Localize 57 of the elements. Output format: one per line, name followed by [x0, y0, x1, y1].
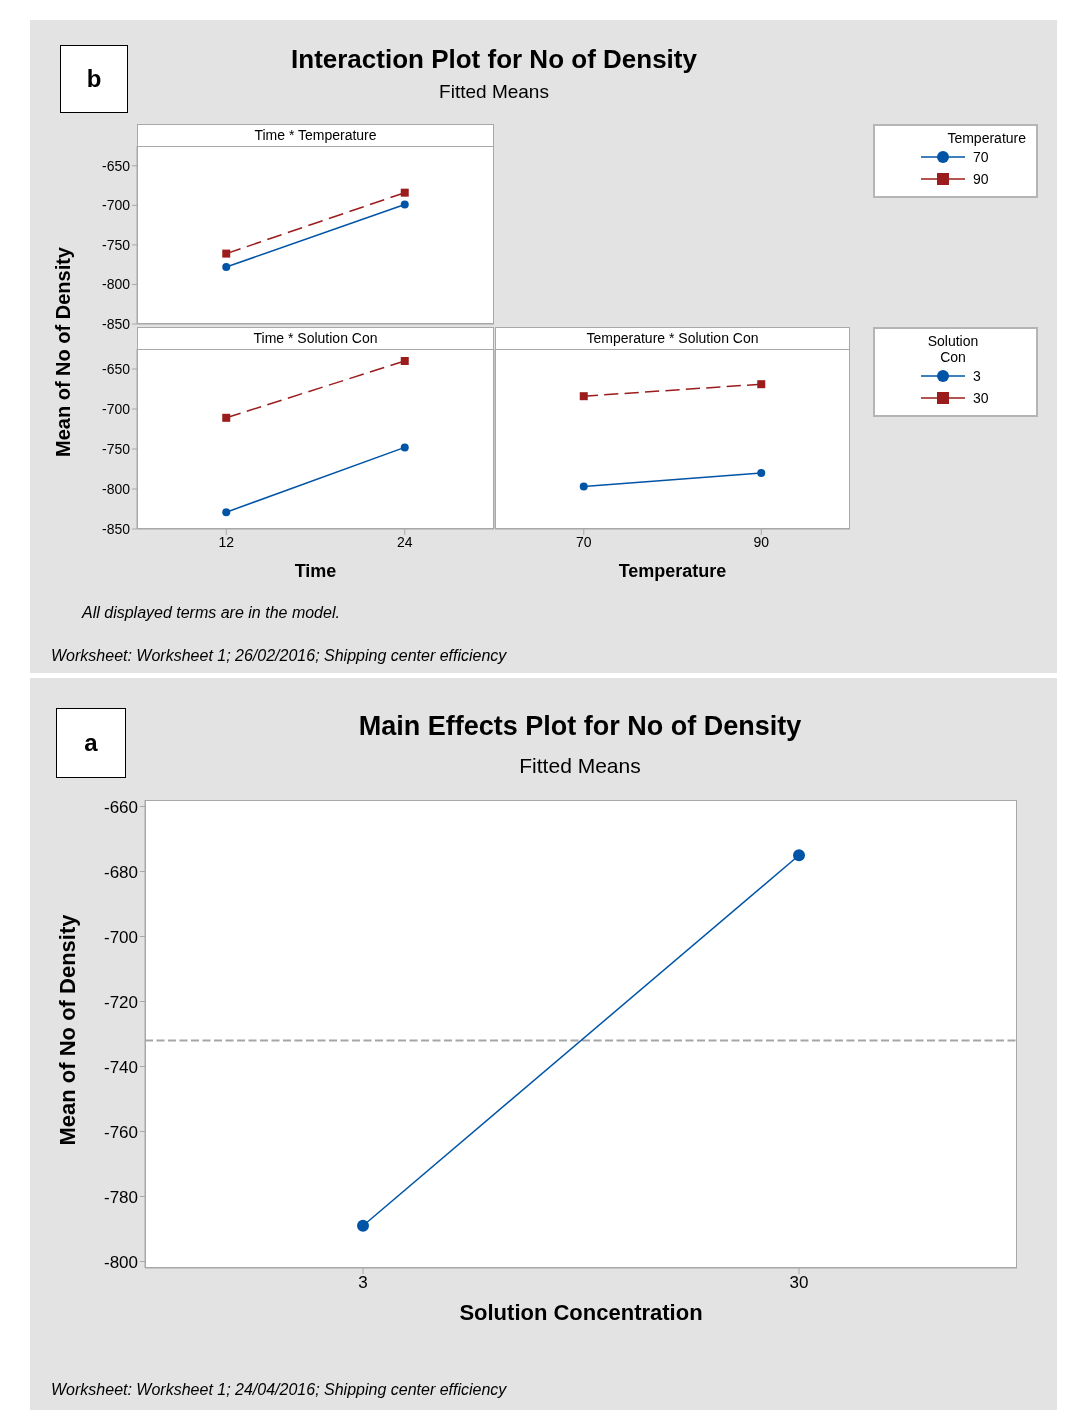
legend-label: 90 [973, 171, 989, 187]
point [222, 508, 231, 517]
chart-title: Main Effects Plot for No of Density [357, 711, 803, 742]
text: Worksheet: Worksheet 1; 24/04/2016; Shipping center efficiency [51, 1381, 507, 1399]
y-tick-label: -800 [103, 1252, 138, 1272]
y-tick-label: -800 [101, 480, 131, 497]
point [579, 392, 588, 401]
point [400, 443, 409, 452]
chart-title: Time * Temperature [137, 124, 494, 147]
x-axis-title: Solution Concentration [458, 1300, 704, 1326]
legend-label: 30 [973, 390, 989, 406]
text: a [56, 708, 126, 778]
y-tick-label: -660 [103, 797, 138, 817]
legend-title: Solution Con [926, 333, 980, 365]
chart-title: Time * Solution Con [137, 327, 494, 350]
point [757, 469, 766, 477]
y-tick-label: -700 [103, 927, 138, 947]
chart-title: Temperature * Solution Con [495, 327, 850, 350]
x-tick-label: 70 [575, 533, 592, 550]
y-tick-label: -680 [103, 862, 138, 882]
x-tick-label: 12 [218, 533, 235, 550]
point [400, 357, 409, 365]
x-axis-title: Time [293, 561, 338, 582]
y-axis-title: Mean of No of Density [54, 913, 81, 1148]
y-tick-label: -750 [101, 440, 131, 457]
y-tick-label: -720 [103, 992, 138, 1012]
point [757, 380, 766, 389]
y-tick-label: -700 [101, 197, 131, 214]
x-axis-title: Temperature [617, 561, 728, 582]
y-tick-label: -760 [103, 1122, 138, 1142]
chart-subtitle: Fitted Means [518, 754, 642, 778]
text: b [60, 45, 128, 113]
y-tick-label: -700 [101, 400, 131, 417]
point [222, 263, 231, 272]
y-tick-label: -750 [101, 236, 131, 253]
y-tick-label: -850 [101, 520, 131, 537]
point [579, 482, 588, 491]
legend-label: 70 [973, 149, 989, 165]
y-tick-label: -800 [101, 276, 131, 293]
point [222, 413, 231, 422]
text: All displayed terms are in the model. [82, 604, 340, 622]
y-tick-label: -850 [101, 315, 131, 332]
x-tick-label: 90 [753, 533, 770, 550]
y-tick-label: -650 [101, 360, 131, 377]
y-axis-title: Mean of No of Density [51, 246, 75, 459]
y-tick-label: -650 [101, 157, 131, 174]
point [400, 200, 409, 209]
point [222, 249, 231, 258]
legend-label: 3 [973, 368, 981, 384]
text: Interaction Plot for No of Density [290, 44, 698, 75]
text: Fitted Means [438, 81, 550, 103]
text: Worksheet: Worksheet 1; 26/02/2016; Shipping center efficiency [51, 647, 507, 665]
x-tick-label: 24 [396, 533, 413, 550]
y-tick-label: -780 [103, 1187, 138, 1207]
y-tick-label: -740 [103, 1057, 138, 1077]
legend-title: Temperature [947, 130, 1026, 146]
point [400, 188, 409, 197]
